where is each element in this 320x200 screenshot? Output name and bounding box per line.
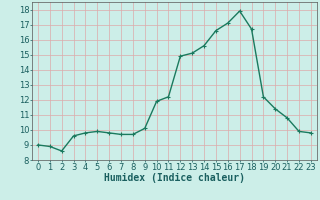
- X-axis label: Humidex (Indice chaleur): Humidex (Indice chaleur): [104, 173, 245, 183]
